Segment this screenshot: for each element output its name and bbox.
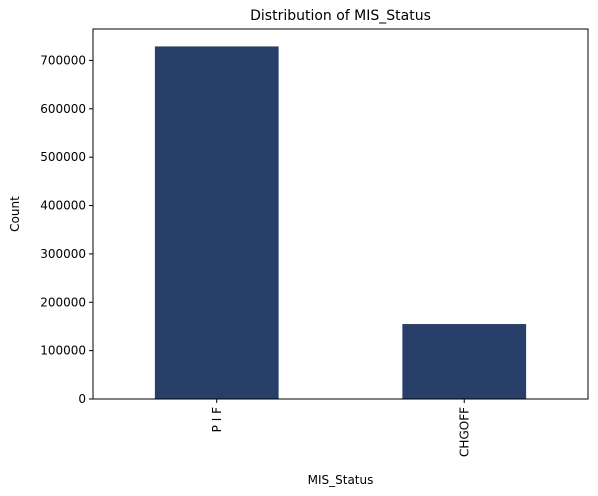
x-tick-label: P I F xyxy=(210,407,224,432)
y-axis-label: Count xyxy=(8,196,22,232)
y-tick-label: 400000 xyxy=(40,199,86,213)
plot-frame xyxy=(92,28,589,400)
y-tick-label: 700000 xyxy=(40,53,86,67)
y-tick-label: 600000 xyxy=(40,102,86,116)
y-axis-ticks: 0 100000 200000 300000 400000 500000 600000 700… xyxy=(40,53,93,406)
chart-title: Distribution of MIS_Status xyxy=(250,8,431,24)
bars-group xyxy=(154,46,527,399)
x-axis-ticks: P I F CHGOFF xyxy=(210,399,471,457)
x-tick-label: CHGOFF xyxy=(457,407,471,457)
y-tick-label: 200000 xyxy=(40,295,86,309)
y-tick-label: 100000 xyxy=(40,344,86,358)
y-tick-label: 0 xyxy=(78,392,86,406)
bar-chgoff xyxy=(402,324,527,399)
y-tick-label: 300000 xyxy=(40,247,86,261)
x-axis-label: MIS_Status xyxy=(308,473,374,487)
y-tick-label: 500000 xyxy=(40,150,86,164)
bar-pif xyxy=(154,46,279,399)
